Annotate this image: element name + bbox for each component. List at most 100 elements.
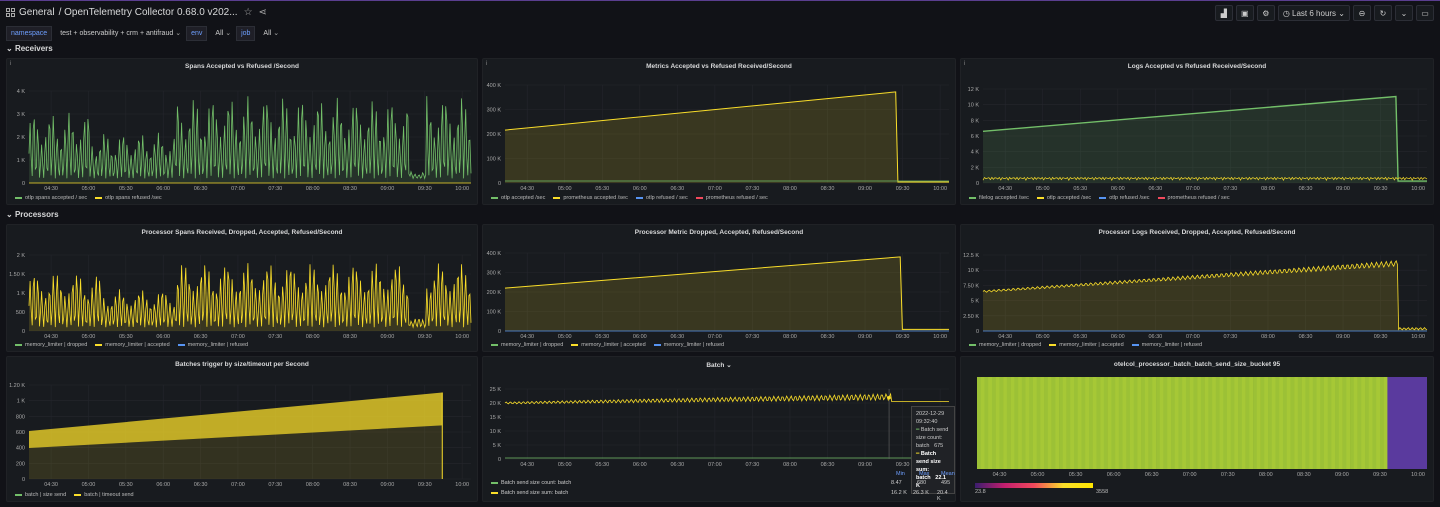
row-processors[interactable]: ⌄ Processors xyxy=(6,210,59,219)
y-tick-label: 100 K xyxy=(487,157,502,163)
x-tick-label: 09:00 xyxy=(381,334,395,340)
series-accepted-area xyxy=(505,256,949,331)
dashboard-title[interactable]: / OpenTelemetry Collector 0.68.0 v202... xyxy=(58,7,238,18)
y-tick-label: 5 K xyxy=(971,299,980,305)
x-tick-label: 09:00 xyxy=(1335,472,1349,478)
legend-item[interactable]: otlp spans accepted / sec xyxy=(15,195,87,201)
variable-select-env[interactable]: All xyxy=(215,29,224,37)
heatmap-cell xyxy=(1256,377,1261,469)
x-tick-label: 07:00 xyxy=(231,482,245,488)
heatmap-cell xyxy=(1215,377,1220,469)
refresh-icon[interactable]: ↻ xyxy=(1374,5,1392,21)
chevron-down-icon: ⌄ xyxy=(726,362,732,369)
x-tick-label: 06:30 xyxy=(194,482,208,488)
x-tick-label: 07:30 xyxy=(1221,472,1235,478)
legend-item[interactable]: memory_limiter | accepted xyxy=(95,342,170,348)
save-dashboard-button[interactable]: ▣ xyxy=(1235,5,1254,21)
legend-item[interactable]: otlp refused / sec xyxy=(635,195,688,201)
legend-item[interactable]: memory_limiter | dropped xyxy=(969,342,1041,348)
panel-processor-spans[interactable]: 2 K 1.50 K 1 K 500 0 04:30 05:00 05:30 06:00 06:3… xyxy=(6,224,478,352)
legend-item[interactable]: otlp spans refused /sec xyxy=(95,195,162,201)
panel-spans-accepted-refused[interactable]: 4 K 3 K 2 K 1 K 0 04:30 05:00 05:30 06:00 06:30 07… xyxy=(6,58,478,205)
legend-item[interactable]: memory_limiter | dropped xyxy=(491,342,563,348)
y-tick-label: 500 xyxy=(16,310,25,316)
legend-item[interactable]: batch | size send xyxy=(15,492,66,498)
add-panel-button[interactable]: ▟ xyxy=(1214,5,1233,21)
x-tick-label: 05:00 xyxy=(558,186,572,192)
legend-item[interactable]: prometheus accepted /sec xyxy=(553,195,628,201)
panel-title: Batches trigger by size/timeout per Seco… xyxy=(175,361,309,368)
info-icon: i xyxy=(10,61,12,67)
y-tick-label: 400 K xyxy=(487,251,502,257)
panel-metrics-accepted-refused[interactable]: 400 K 300 K 200 K 100 K 0 04:30 05:00 05:30 06:0… xyxy=(482,58,956,205)
breadcrumb-folder[interactable]: General xyxy=(19,7,55,18)
y-tick-label: 6 K xyxy=(971,134,980,140)
y-tick-label: 1.50 K xyxy=(9,272,25,278)
legend-item[interactable]: prometheus refused / sec xyxy=(1157,195,1230,201)
panel-processor-metric[interactable]: 400 K 300 K 200 K 100 K 0 04:30 05:00 05:30 06:0… xyxy=(482,224,956,352)
x-tick-label: 06:00 xyxy=(633,186,647,192)
heatmap-cell xyxy=(1346,377,1351,469)
heatmap-cell xyxy=(1029,377,1034,469)
heatmap-cell xyxy=(995,377,1000,469)
variable-select-job[interactable]: All xyxy=(263,29,272,37)
refresh-interval-dropdown[interactable]: ⌄ xyxy=(1395,5,1413,21)
legend-item[interactable]: memory_limiter | refused xyxy=(177,342,248,348)
heatmap-cell xyxy=(1025,377,1030,469)
share-icon[interactable]: ⋖ xyxy=(258,7,267,18)
row-receivers[interactable]: ⌄ Receivers xyxy=(6,44,53,53)
x-tick-label: 07:00 xyxy=(708,186,722,192)
legend-item[interactable]: memory_limiter | dropped xyxy=(15,342,87,348)
panel-batch-size-heatmap[interactable]: 04:30 05:00 05:30 06:00 06:30 07:00 07:30 08:00… xyxy=(960,356,1434,502)
x-tick-label: 10:00 xyxy=(1411,334,1425,340)
legend: filelog accepted /sec otlp accepted /sec… xyxy=(969,195,1230,201)
heatmap-cell xyxy=(1051,377,1056,469)
star-icon[interactable]: ☆ xyxy=(243,7,253,18)
panel-processor-logs[interactable]: 12.5 K 10 K 7.50 K 5 K 2.50 K 0 04:30 05:00 05:3… xyxy=(960,224,1434,352)
x-tick-label: 06:30 xyxy=(194,186,208,192)
legend-item[interactable]: filelog accepted /sec xyxy=(969,195,1029,201)
x-tick-label: 05:30 xyxy=(595,186,609,192)
heatmap-cell xyxy=(1312,377,1317,469)
legend-item[interactable]: otlp accepted /sec xyxy=(491,195,545,201)
panel-batch[interactable]: 25 K 20 K 15 K 10 K 5 K 0 04:30 05:00 05:30 06:00… xyxy=(482,356,956,502)
settings-gear-icon[interactable]: ⚙ xyxy=(1256,5,1275,21)
legend-item[interactable]: otlp accepted /sec xyxy=(1036,195,1091,201)
heatmap-cell xyxy=(1171,377,1176,469)
legend-item[interactable]: memory_limiter | accepted xyxy=(1049,342,1124,348)
heatmap-cell xyxy=(1241,377,1246,469)
heatmap-cell xyxy=(1070,377,1075,469)
panel-batches-trigger[interactable]: 1.20 K 1 K 800 600 400 200 0 04:30 05:00 05:30 06:… xyxy=(6,356,478,502)
heatmap-cell xyxy=(1260,377,1265,469)
legend-item[interactable]: memory_limiter | refused xyxy=(653,342,724,348)
zoom-out-icon[interactable]: ⊖ xyxy=(1353,5,1371,21)
panel-logs-accepted-refused[interactable]: 12 K 10 K 8 K 6 K 4 K 2 K 0 04:30 05:00 05:30 06:0… xyxy=(960,58,1434,205)
x-tick-label: 07:00 xyxy=(1183,472,1197,478)
heatmap-cell xyxy=(1353,377,1358,469)
time-picker[interactable]: ◷ Last 6 hours ⌄ xyxy=(1277,5,1350,21)
y-tick-label: 0 xyxy=(498,457,501,463)
x-tick-label: 07:30 xyxy=(746,462,760,468)
legend-item[interactable]: batch | timeout send xyxy=(74,492,134,498)
tv-mode-icon[interactable]: ▭ xyxy=(1416,5,1434,21)
x-tick-label: 09:30 xyxy=(1374,334,1388,340)
x-tick-label: 04:30 xyxy=(520,462,534,468)
legend: otlp spans accepted / sec otlp spans ref… xyxy=(15,195,162,201)
x-tick-label: 09:00 xyxy=(858,186,872,192)
legend-row[interactable]: Batch send size sum: batch 16.2 K 26.3 K… xyxy=(491,490,951,502)
y-tick-label: 0 xyxy=(498,329,501,335)
x-tick-label: 04:30 xyxy=(998,186,1012,192)
x-tick-label: 10:00 xyxy=(455,334,469,340)
legend-item[interactable]: prometheus refused / sec xyxy=(695,195,768,201)
legend-item[interactable]: otlp refused /sec xyxy=(1099,195,1150,201)
legend: memory_limiter | dropped memory_limiter … xyxy=(15,342,248,348)
heatmap-cell xyxy=(1275,377,1280,469)
legend-item[interactable]: memory_limiter | refused xyxy=(1131,342,1202,348)
legend-item[interactable]: memory_limiter | accepted xyxy=(571,342,646,348)
legend-row[interactable]: Batch send size count: batch 8.47 680 49… xyxy=(491,480,951,490)
series-filelog-accepted xyxy=(982,95,1427,182)
x-tick-label: 08:00 xyxy=(306,334,320,340)
y-tick-label: 0 xyxy=(976,329,979,335)
y-tick-label: 1 K xyxy=(17,291,26,297)
variable-select-namespace[interactable]: test + observability + crm + antifraud xyxy=(60,29,174,37)
